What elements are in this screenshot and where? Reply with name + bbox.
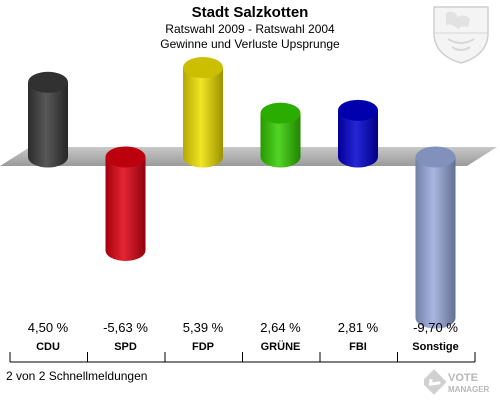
bar-fdp	[183, 57, 223, 168]
value-label-fdp: 5,39 %	[183, 320, 224, 335]
footer-text: 2 von 2 Schnellmeldungen	[6, 369, 148, 383]
bar-cdu	[28, 71, 68, 168]
chart-subtitle-2: Gewinne und Verluste Upsprunge	[160, 37, 340, 51]
value-label-fbi: 2,81 %	[338, 320, 379, 335]
value-label-cdu: 4,50 %	[28, 320, 69, 335]
category-label-fdp: FDP	[192, 341, 214, 353]
bar-fbi	[338, 99, 378, 168]
value-label-spd: -5,63 %	[103, 320, 148, 335]
bar-sonstige	[415, 146, 456, 329]
logo-text-manager: MANAGER	[448, 385, 490, 394]
votemanager-logo: VOTE MANAGER	[424, 369, 490, 395]
category-label-grüne: GRÜNE	[261, 340, 301, 353]
logo-text-vote: VOTE	[448, 372, 478, 384]
coat-of-arms-icon	[433, 6, 489, 64]
category-label-fbi: FBI	[349, 341, 367, 353]
category-axis	[9, 352, 476, 363]
category-label-sonstige: Sonstige	[412, 341, 458, 353]
bars-group	[28, 57, 456, 329]
category-label-cdu: CDU	[36, 341, 60, 353]
bar-grüne	[260, 102, 301, 168]
value-label-sonstige: -9,70 %	[413, 320, 458, 335]
chart-title: Stadt Salzkotten	[191, 4, 309, 21]
bar-spd	[105, 146, 146, 261]
category-label-spd: SPD	[114, 341, 137, 353]
labels-group: 4,50 % CDU -5,63 % SPD 5,39 % FDP 2,64 % GRÜNE 2…	[28, 320, 459, 353]
chart-subtitle: Ratswahl 2009 - Ratswahl 2004	[165, 22, 335, 36]
value-label-grüne: 2,64 %	[260, 320, 301, 335]
